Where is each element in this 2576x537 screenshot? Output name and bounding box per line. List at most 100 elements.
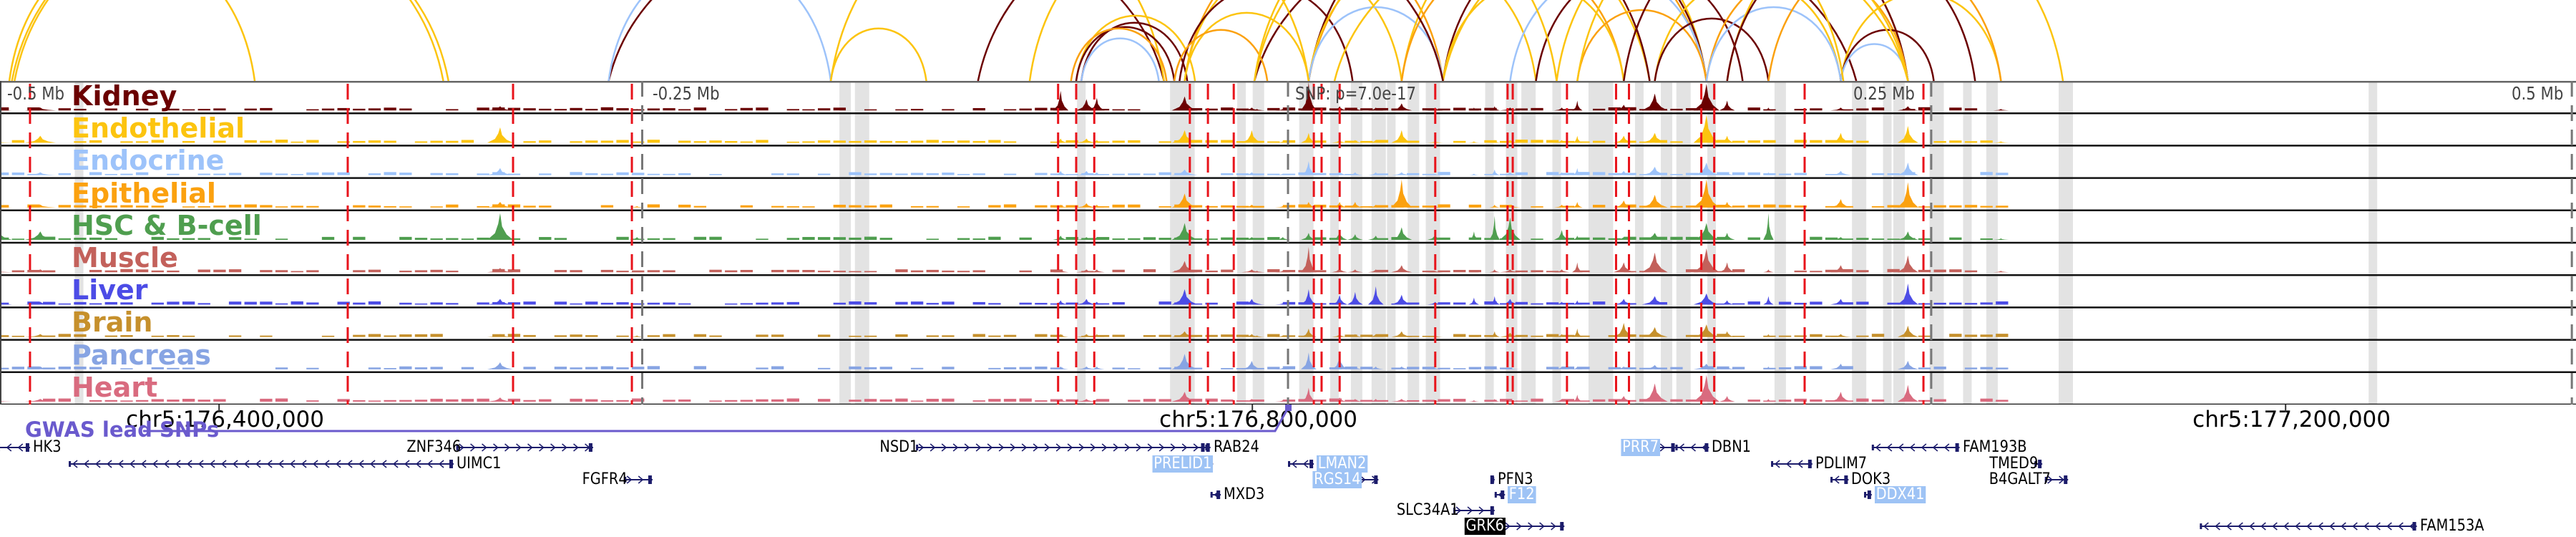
- signal-bin: [244, 301, 257, 305]
- signal-bin: [570, 303, 582, 305]
- signal-bin: [1221, 107, 1234, 111]
- signal-bin: [1685, 173, 1699, 175]
- gene-label-grk6[interactable]: GRK6: [1464, 517, 1506, 535]
- signal-bin: [802, 109, 815, 111]
- signal-bin: [197, 109, 210, 111]
- signal-bin: [1980, 172, 1993, 175]
- gene-model-nsd1[interactable]: [916, 443, 1206, 452]
- signal-bin: [1236, 173, 1249, 175]
- gene-label-mxd3[interactable]: MXD3: [1224, 485, 1265, 503]
- gene-label-fam153a[interactable]: FAM153A: [2419, 517, 2484, 535]
- signal-peak: [1500, 269, 1521, 273]
- track-signal-heart: [0, 374, 2009, 402]
- gene-model-rab24[interactable]: [1205, 443, 1211, 452]
- signal-bin: [74, 109, 87, 111]
- exon: [1844, 475, 1848, 484]
- signal-bin: [570, 107, 582, 111]
- exon: [648, 475, 652, 484]
- signal-peak: [1241, 172, 1262, 175]
- signal-bin: [1592, 172, 1606, 175]
- signal-peak: [0, 271, 12, 273]
- signal-bin: [167, 108, 180, 111]
- gene-model-znf346[interactable]: [456, 443, 593, 452]
- signal-bin: [1794, 270, 1807, 273]
- strand-chevron: [1943, 443, 1950, 452]
- gwas-lead-snp-marker[interactable]: [1285, 405, 1292, 411]
- strand-chevron: [1360, 475, 1366, 484]
- gene-model-tmed9[interactable]: [2034, 460, 2043, 468]
- gene-label-rgs14[interactable]: RGS14: [1312, 470, 1362, 488]
- gene-model-dok3[interactable]: [1830, 475, 1849, 484]
- gene-label-slc34a1[interactable]: SLC34A1: [1397, 501, 1459, 519]
- signal-bin: [414, 270, 428, 273]
- gene-label-pdlim7[interactable]: PDLIM7: [1815, 455, 1867, 473]
- strand-chevron: [1797, 460, 1803, 468]
- gene-model-fam153a[interactable]: [2200, 522, 2417, 531]
- gene-label-pfn3[interactable]: PFN3: [1497, 470, 1533, 488]
- signal-bin: [1128, 400, 1141, 402]
- gene-model-lman2[interactable]: [1288, 460, 1314, 468]
- signal-bin: [570, 270, 582, 273]
- signal-peak: [24, 231, 57, 240]
- signal-bin: [399, 302, 412, 305]
- gene-label-prr7[interactable]: PRR7: [1621, 438, 1660, 456]
- gene-model-slc34a1[interactable]: [1453, 506, 1495, 515]
- signal-bin: [477, 173, 489, 175]
- strand-chevron: [2203, 522, 2209, 531]
- gene-label-uimc1[interactable]: UIMC1: [456, 455, 502, 473]
- signal-bin: [1096, 303, 1110, 305]
- gene-label-b4galt7[interactable]: B4GALT7: [1989, 470, 2051, 488]
- gene-model-f12[interactable]: [1494, 490, 1506, 499]
- gene-model-dbn1[interactable]: [1675, 443, 1709, 452]
- signal-bin: [1577, 141, 1590, 143]
- signal-bin: [1314, 270, 1327, 273]
- gene-model-pdlim7[interactable]: [1771, 460, 1813, 468]
- gene-label-tmed9[interactable]: TMED9: [1989, 455, 2039, 473]
- gene-label-nsd1[interactable]: NSD1: [879, 438, 919, 456]
- signal-bin: [1500, 367, 1513, 369]
- signal-bin: [849, 301, 862, 305]
- gene-model-uimc1[interactable]: [69, 460, 454, 468]
- gene-model-grk6[interactable]: [1502, 522, 1565, 531]
- gene-model-b4galt7[interactable]: [2044, 475, 2069, 484]
- signal-bin: [368, 140, 381, 143]
- signal-bin: [1685, 108, 1699, 111]
- signal-bin: [1531, 238, 1543, 240]
- gene-label-fam193b[interactable]: FAM193B: [1962, 438, 2027, 456]
- gene-label-dbn1[interactable]: DBN1: [1712, 438, 1752, 456]
- signal-bin: [384, 140, 396, 143]
- gene-label-prelid1[interactable]: PRELID1: [1153, 455, 1214, 473]
- gene-model-mxd3[interactable]: [1210, 490, 1221, 499]
- signal-bin: [1345, 366, 1357, 369]
- chromatin-loop-arc: [1576, 9, 1708, 81]
- gene-model-ddx41[interactable]: [1864, 490, 1872, 499]
- gene-label-lman2[interactable]: LMAN2: [1317, 455, 1368, 473]
- signal-bin: [1128, 173, 1141, 175]
- gene-model-fgfr4[interactable]: [624, 475, 653, 484]
- signal-bin: [1205, 108, 1218, 111]
- signal-peak: [1241, 237, 1262, 240]
- gene-label-f12[interactable]: F12: [1508, 485, 1536, 503]
- gene-label-fgfr4[interactable]: FGFR4: [582, 470, 628, 488]
- gene-model-fam193b[interactable]: [1871, 443, 1960, 452]
- gene-label-rab24[interactable]: RAB24: [1213, 438, 1259, 456]
- gene-label-znf346[interactable]: ZNF346: [406, 438, 461, 456]
- signal-bin: [942, 398, 955, 402]
- signal-bin: [1887, 302, 1900, 305]
- signal-bin: [151, 399, 164, 402]
- signal-peak: [1830, 107, 1851, 111]
- chromatin-loop-arc: [1654, 0, 1842, 81]
- signal-peak: [1347, 234, 1363, 240]
- gene-model-hk3[interactable]: [0, 443, 30, 452]
- gene-label-hk3[interactable]: HK3: [32, 438, 62, 456]
- signal-bin: [507, 398, 521, 402]
- gene-label-dok3[interactable]: DOK3: [1851, 470, 1891, 488]
- signal-bin: [430, 238, 443, 240]
- signal-peak: [1274, 335, 1291, 337]
- gene-model-prr7[interactable]: [1657, 443, 1676, 452]
- signal-bin: [1592, 140, 1606, 143]
- gene-model-pfn3[interactable]: [1490, 475, 1495, 484]
- signal-bin: [1035, 334, 1048, 337]
- gene-label-ddx41[interactable]: DDX41: [1874, 485, 1926, 503]
- strand-chevron: [1505, 522, 1511, 531]
